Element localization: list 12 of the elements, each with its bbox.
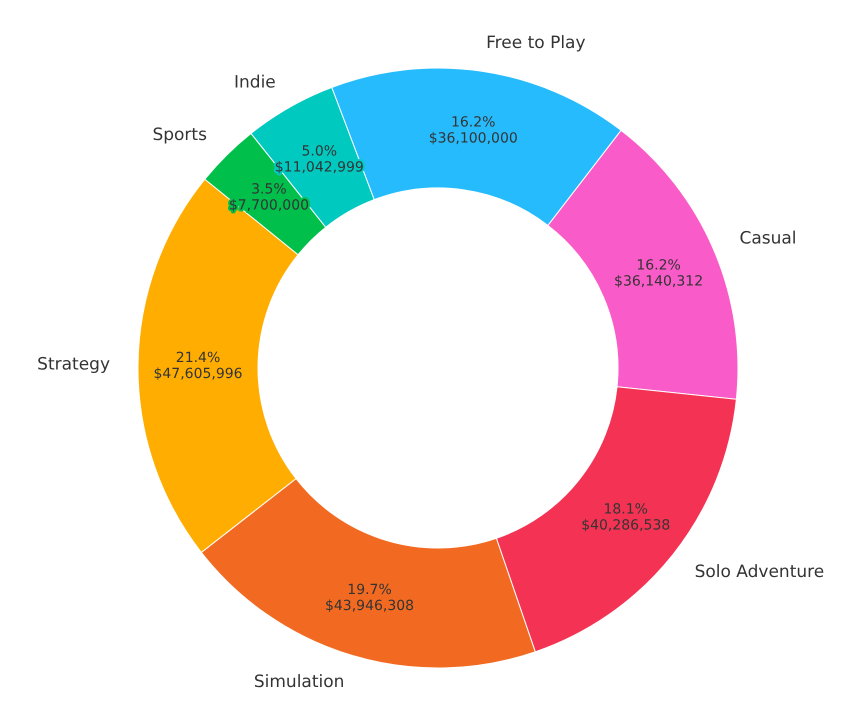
- slice-label: Sports: [152, 124, 208, 145]
- data-label: 19.7% $43,946,308: [324, 582, 414, 614]
- slice-label: Free to Play: [486, 33, 586, 54]
- data-label: 16.2% $36,100,000: [428, 114, 518, 146]
- data-label: 18.1% $40,286,538: [581, 501, 670, 534]
- slice-label: Indie: [234, 72, 276, 93]
- slice-label: Strategy: [37, 354, 110, 375]
- data-label: 16.2% $36,140,312: [614, 257, 704, 290]
- slice-label: Solo Adventure: [694, 562, 824, 582]
- slice-label: Simulation: [254, 672, 344, 692]
- data-label: 21.4% $47,605,996: [153, 350, 243, 382]
- slice-label: Casual: [739, 228, 797, 248]
